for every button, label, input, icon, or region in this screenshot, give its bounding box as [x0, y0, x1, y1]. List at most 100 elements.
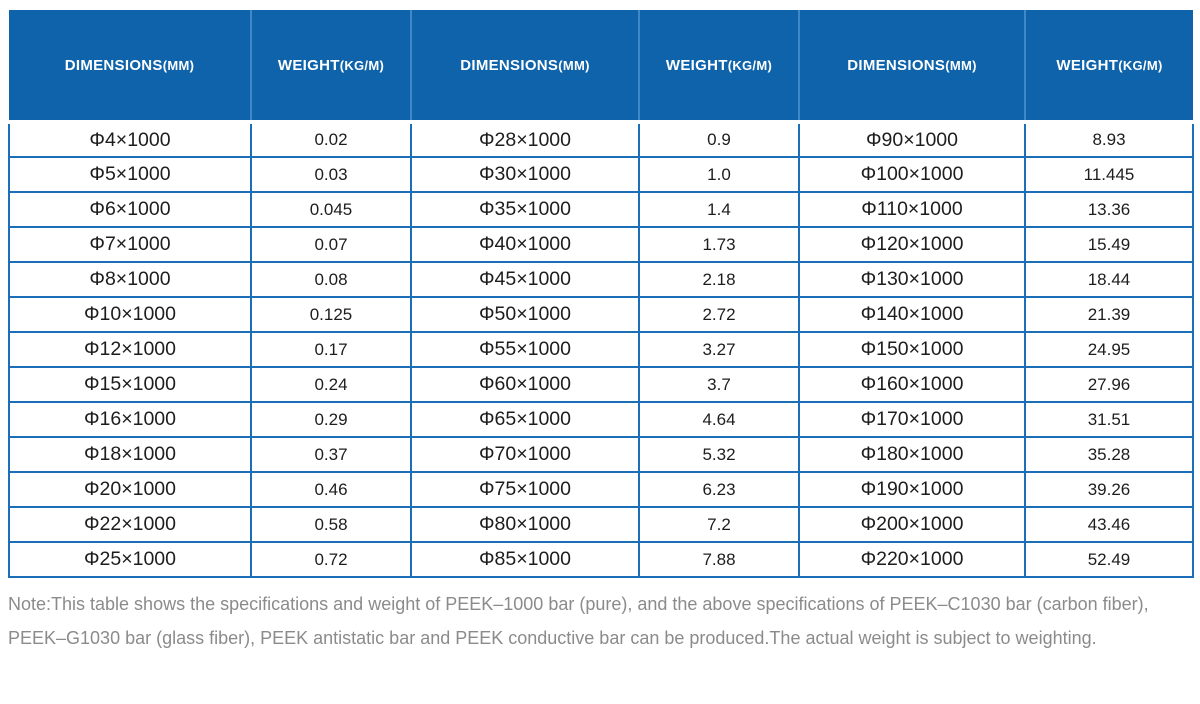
header-label: WEIGHT [665, 56, 728, 74]
header-unit: (MM) [162, 57, 195, 73]
table-row: Φ7×1000 0.07 Φ40×1000 1.73 Φ120×1000 15.49 [8, 226, 1194, 263]
weight-cell: 7.2 [638, 506, 800, 543]
weight-cell: 0.9 [638, 121, 800, 158]
table-row: Φ16×1000 0.29 Φ65×1000 4.64 Φ170×1000 31.51 [8, 401, 1194, 438]
header-unit: (KG/M) [727, 57, 773, 73]
table-row: Φ25×1000 0.72 Φ85×1000 7.88 Φ220×1000 52.49 [8, 541, 1194, 578]
header-cell-weight-3: WEIGHT(KG/M) [1024, 10, 1193, 124]
footnote: Note:This table shows the specifications… [8, 594, 1149, 648]
weight-cell: 0.29 [250, 401, 412, 438]
dimension-cell: Φ30×1000 [410, 156, 640, 193]
weight-cell: 0.17 [250, 331, 412, 368]
weight-cell: 2.72 [638, 296, 800, 333]
table-row: Φ6×1000 0.045 Φ35×1000 1.4 Φ110×1000 13.36 [8, 191, 1194, 228]
dimension-cell: Φ40×1000 [410, 226, 640, 263]
dimension-cell: Φ55×1000 [410, 331, 640, 368]
dimension-cell: Φ5×1000 [8, 156, 252, 193]
header-label: WEIGHT [277, 56, 340, 74]
table-header: DIMENSIONS(MM) WEIGHT(KG/M) DIMENSIONS(M… [9, 10, 1193, 124]
dimension-cell: Φ4×1000 [8, 121, 252, 158]
table-row: Φ12×1000 0.17 Φ55×1000 3.27 Φ150×1000 24.95 [8, 331, 1194, 368]
weight-cell: 8.93 [1024, 121, 1194, 158]
table-row: Φ4×1000 0.02 Φ28×1000 0.9 Φ90×1000 8.93 [8, 121, 1194, 158]
header-label: DIMENSIONS [460, 56, 559, 74]
dimension-cell: Φ190×1000 [798, 471, 1026, 508]
weight-cell: 18.44 [1024, 261, 1194, 298]
weight-cell: 4.64 [638, 401, 800, 438]
weight-cell: 24.95 [1024, 331, 1194, 368]
weight-cell: 0.045 [250, 191, 412, 228]
dimension-cell: Φ120×1000 [798, 226, 1026, 263]
dimension-cell: Φ18×1000 [8, 436, 252, 473]
weight-cell: 5.32 [638, 436, 800, 473]
weight-cell: 27.96 [1024, 366, 1194, 403]
table-row: Φ5×1000 0.03 Φ30×1000 1.0 Φ100×1000 11.445 [8, 156, 1194, 193]
header-cell-dimensions-3: DIMENSIONS(MM) [798, 10, 1025, 124]
dimension-cell: Φ75×1000 [410, 471, 640, 508]
dimension-cell: Φ25×1000 [8, 541, 252, 578]
header-label: DIMENSIONS [847, 56, 946, 74]
weight-cell: 0.07 [250, 226, 412, 263]
header-cell-dimensions-1: DIMENSIONS(MM) [9, 10, 251, 124]
weight-cell: 0.37 [250, 436, 412, 473]
dimension-cell: Φ100×1000 [798, 156, 1026, 193]
dimension-cell: Φ70×1000 [410, 436, 640, 473]
dimension-cell: Φ50×1000 [410, 296, 640, 333]
header-unit: (KG/M) [339, 57, 385, 73]
weight-cell: 39.26 [1024, 471, 1194, 508]
dimension-cell: Φ80×1000 [410, 506, 640, 543]
dimension-cell: Φ220×1000 [798, 541, 1026, 578]
header-cell-weight-2: WEIGHT(KG/M) [638, 10, 799, 124]
dimension-cell: Φ150×1000 [798, 331, 1026, 368]
header-unit: (KG/M) [1118, 57, 1163, 73]
header-row: DIMENSIONS(MM) WEIGHT(KG/M) DIMENSIONS(M… [9, 10, 1193, 124]
dimension-cell: Φ10×1000 [8, 296, 252, 333]
weight-cell: 0.58 [250, 506, 412, 543]
dimension-cell: Φ90×1000 [798, 121, 1026, 158]
dimension-cell: Φ140×1000 [798, 296, 1026, 333]
weight-cell: 43.46 [1024, 506, 1194, 543]
dimension-cell: Φ15×1000 [8, 366, 252, 403]
weight-cell: 3.7 [638, 366, 800, 403]
weight-cell: 1.0 [638, 156, 800, 193]
dimension-cell: Φ35×1000 [410, 191, 640, 228]
header-unit: (MM) [945, 57, 977, 73]
dimension-cell: Φ130×1000 [798, 261, 1026, 298]
weight-cell: 11.445 [1024, 156, 1194, 193]
dimension-cell: Φ6×1000 [8, 191, 252, 228]
header-label: WEIGHT [1056, 56, 1119, 74]
dimension-cell: Φ85×1000 [410, 541, 640, 578]
dimension-cell: Φ7×1000 [8, 226, 252, 263]
dimension-cell: Φ12×1000 [8, 331, 252, 368]
table-row: Φ10×1000 0.125 Φ50×1000 2.72 Φ140×1000 21.39 [8, 296, 1194, 333]
table-row: Φ15×1000 0.24 Φ60×1000 3.7 Φ160×1000 27.96 [8, 366, 1194, 403]
table-row: Φ8×1000 0.08 Φ45×1000 2.18 Φ130×1000 18.44 [8, 261, 1194, 298]
weight-cell: 2.18 [638, 261, 800, 298]
dimension-cell: Φ200×1000 [798, 506, 1026, 543]
weight-cell: 7.88 [638, 541, 800, 578]
dimension-cell: Φ180×1000 [798, 436, 1026, 473]
dimension-cell: Φ20×1000 [8, 471, 252, 508]
table-row: Φ18×1000 0.37 Φ70×1000 5.32 Φ180×1000 35.28 [8, 436, 1194, 473]
header-cell-weight-1: WEIGHT(KG/M) [250, 10, 411, 124]
header-label: DIMENSIONS [64, 56, 163, 74]
dimension-cell: Φ16×1000 [8, 401, 252, 438]
weight-cell: 21.39 [1024, 296, 1194, 333]
weight-cell: 3.27 [638, 331, 800, 368]
dimension-cell: Φ160×1000 [798, 366, 1026, 403]
dimension-cell: Φ22×1000 [8, 506, 252, 543]
weight-cell: 0.24 [250, 366, 412, 403]
weight-cell: 1.4 [638, 191, 800, 228]
weight-cell: 0.02 [250, 121, 412, 158]
dimension-cell: Φ60×1000 [410, 366, 640, 403]
weight-cell: 0.03 [250, 156, 412, 193]
table-body: Φ4×1000 0.02 Φ28×1000 0.9 Φ90×1000 8.93 Φ5×100… [8, 121, 1194, 578]
weight-cell: 15.49 [1024, 226, 1194, 263]
table-row: Φ22×1000 0.58 Φ80×1000 7.2 Φ200×1000 43.46 [8, 506, 1194, 543]
header-cell-dimensions-2: DIMENSIONS(MM) [410, 10, 639, 124]
weight-cell: 0.125 [250, 296, 412, 333]
peek-bar-spec-table: DIMENSIONS(MM) WEIGHT(KG/M) DIMENSIONS(M… [8, 10, 1194, 578]
dimension-cell: Φ45×1000 [410, 261, 640, 298]
weight-cell: 0.08 [250, 261, 412, 298]
weight-cell: 6.23 [638, 471, 800, 508]
